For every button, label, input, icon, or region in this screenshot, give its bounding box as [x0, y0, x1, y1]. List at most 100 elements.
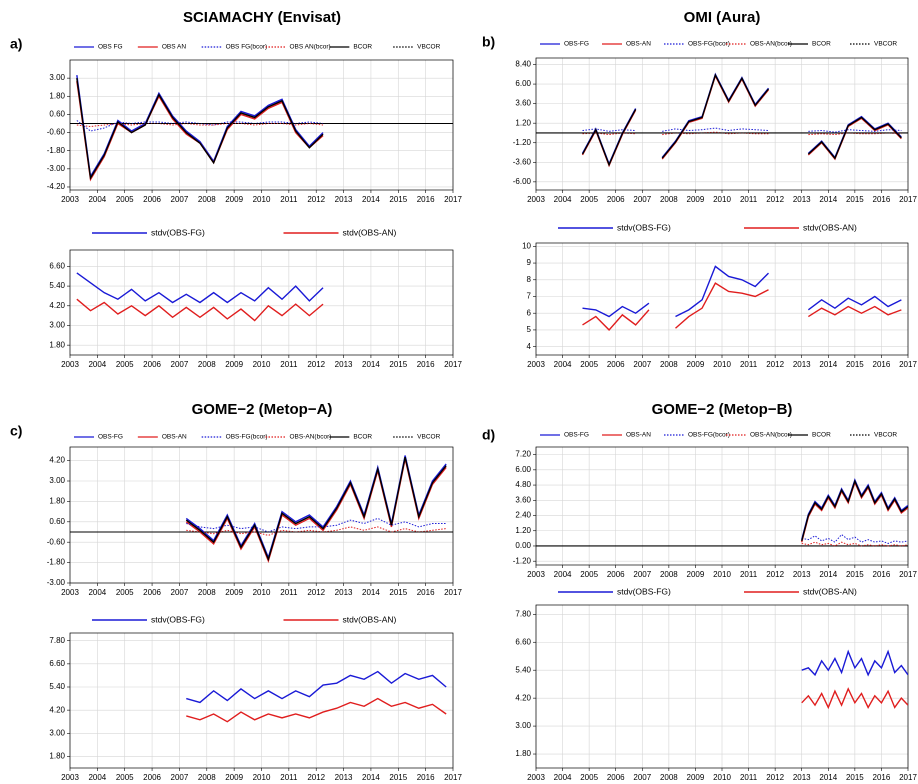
y-tick-label: -0.60 — [47, 128, 66, 137]
x-tick-label: 2017 — [444, 195, 462, 204]
y-tick-label: 3.60 — [515, 495, 531, 504]
x-tick-label: 2012 — [766, 195, 784, 204]
legend-label: OBS-FG(bcor) — [688, 432, 730, 439]
y-tick-label: 3.00 — [515, 721, 531, 730]
x-tick-label: 2006 — [607, 570, 625, 579]
y-tick-label: 5.40 — [49, 682, 65, 691]
y-tick-label: 3.00 — [49, 728, 65, 737]
x-tick-label: 2009 — [687, 195, 705, 204]
x-tick-label: 2014 — [362, 588, 380, 597]
y-tick-label: -1.80 — [47, 558, 66, 567]
y-tick-label: 4.20 — [49, 705, 65, 714]
x-tick-label: 2007 — [633, 360, 651, 369]
y-tick-label: 1.80 — [49, 340, 65, 349]
x-tick-label: 2011 — [280, 773, 298, 782]
y-tick-label: 3.00 — [49, 476, 65, 485]
legend-label: stdv(OBS-FG) — [617, 586, 671, 596]
legend-label: stdv(OBS-FG) — [617, 222, 671, 232]
y-tick-label: 4 — [527, 342, 532, 351]
x-tick-label: 2008 — [198, 195, 216, 204]
y-tick-label: 5 — [527, 325, 532, 334]
x-tick-label: 2006 — [143, 773, 161, 782]
legend-label: BCOR — [353, 44, 372, 51]
x-tick-label: 2012 — [307, 588, 325, 597]
series-line — [801, 533, 908, 544]
y-tick-label: 3.60 — [515, 99, 531, 108]
legend-label: stdv(OBS-AN) — [803, 586, 857, 596]
series-line — [582, 282, 902, 331]
y-tick-label: 1.20 — [515, 118, 531, 127]
panel-title: OMI (Aura) — [684, 9, 761, 26]
y-tick-label: 7 — [527, 292, 532, 301]
legend-label: OBS-AN — [162, 434, 187, 441]
x-tick-label: 2012 — [766, 773, 784, 782]
legend-label: VBCOR — [417, 44, 440, 51]
y-tick-label: 1.80 — [49, 497, 65, 506]
x-tick-label: 2009 — [225, 773, 243, 782]
x-tick-label: 2016 — [417, 360, 435, 369]
y-tick-label: 4.20 — [49, 456, 65, 465]
x-tick-label: 2017 — [444, 588, 462, 597]
x-tick-label: 2007 — [633, 195, 651, 204]
x-tick-label: 2011 — [280, 360, 298, 369]
y-tick-label: 2.40 — [515, 511, 531, 520]
x-tick-label: 2008 — [660, 195, 678, 204]
x-tick-label: 2017 — [899, 360, 917, 369]
series-line — [76, 298, 324, 322]
y-tick-label: -3.60 — [513, 157, 532, 166]
x-tick-label: 2013 — [335, 360, 353, 369]
x-tick-label: 2006 — [143, 195, 161, 204]
series-line — [801, 541, 908, 547]
y-tick-label: 9 — [527, 258, 532, 267]
x-tick-label: 2003 — [527, 360, 545, 369]
y-tick-label: 7.20 — [515, 450, 531, 459]
x-tick-label: 2011 — [740, 360, 758, 369]
y-tick-label: -3.00 — [47, 164, 66, 173]
x-tick-label: 2015 — [389, 195, 407, 204]
x-tick-label: 2013 — [793, 570, 811, 579]
x-tick-label: 2011 — [280, 195, 298, 204]
x-tick-label: 2010 — [253, 773, 271, 782]
series-line — [801, 687, 908, 710]
x-tick-label: 2015 — [389, 360, 407, 369]
x-tick-label: 2008 — [660, 360, 678, 369]
x-tick-label: 2016 — [873, 360, 891, 369]
x-tick-label: 2014 — [819, 570, 837, 579]
legend-label: OBS FG — [98, 44, 123, 51]
y-tick-label: 0.60 — [49, 517, 65, 526]
y-tick-label: 6.60 — [49, 262, 65, 271]
legend-label: OBS AN(bcor) — [290, 44, 331, 51]
y-tick-label: 8 — [527, 275, 532, 284]
x-tick-label: 2015 — [846, 195, 864, 204]
x-tick-label: 2014 — [819, 360, 837, 369]
x-tick-label: 2009 — [225, 195, 243, 204]
x-tick-label: 2013 — [793, 773, 811, 782]
series-line — [76, 78, 324, 180]
x-tick-label: 2005 — [580, 570, 598, 579]
series-line — [581, 73, 902, 167]
legend-label: OBS-AN(bcor) — [750, 432, 792, 439]
legend-label: OBS-AN(bcor) — [290, 434, 332, 441]
x-tick-label: 2013 — [335, 773, 353, 782]
x-tick-label: 2011 — [280, 588, 298, 597]
x-tick-label: 2017 — [899, 773, 917, 782]
x-tick-label: 2004 — [88, 195, 106, 204]
legend-label: OBS-AN — [626, 432, 651, 439]
x-tick-label: 2013 — [335, 195, 353, 204]
y-tick-label: 6.00 — [515, 79, 531, 88]
x-tick-label: 2015 — [846, 360, 864, 369]
x-tick-label: 2004 — [88, 360, 106, 369]
x-tick-label: 2014 — [819, 773, 837, 782]
panel-label: b) — [482, 34, 495, 50]
legend-label: OBS-AN — [626, 41, 651, 48]
panel-title: GOME−2 (Metop−B) — [652, 401, 793, 418]
x-tick-label: 2012 — [766, 570, 784, 579]
axes-frame — [69, 632, 454, 769]
x-tick-label: 2007 — [171, 360, 189, 369]
x-tick-label: 2003 — [61, 588, 79, 597]
x-tick-label: 2009 — [687, 773, 705, 782]
x-tick-label: 2016 — [417, 588, 435, 597]
y-tick-label: -1.20 — [513, 556, 532, 565]
x-tick-label: 2017 — [444, 360, 462, 369]
x-tick-label: 2009 — [687, 360, 705, 369]
